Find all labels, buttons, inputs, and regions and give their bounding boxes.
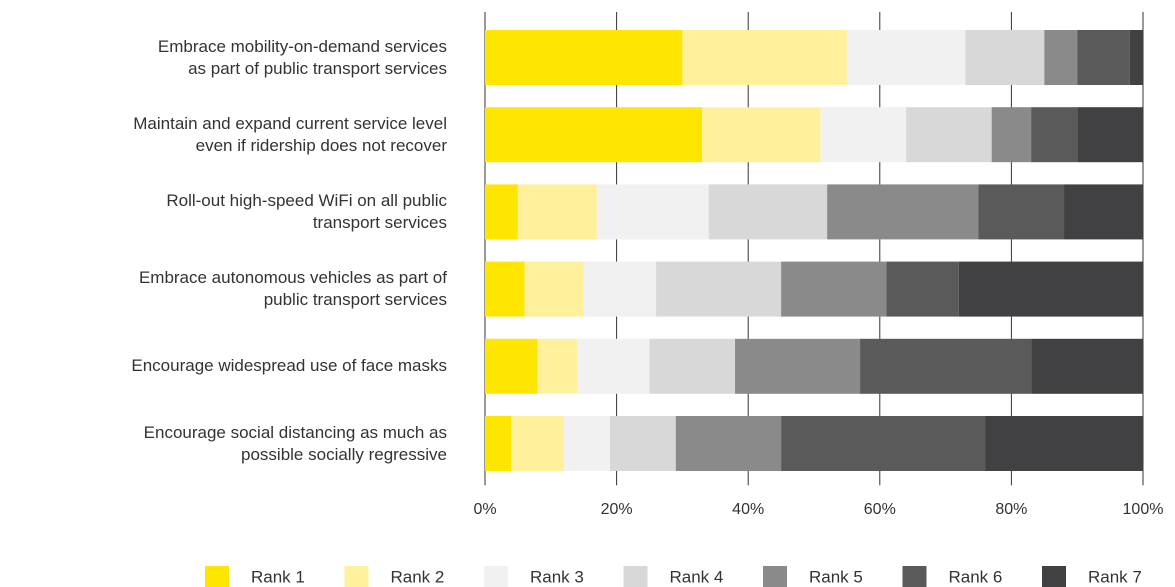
bar-segment [511, 416, 564, 471]
bar-segment [485, 338, 538, 394]
bar-segment [886, 261, 959, 317]
bar-segment [820, 107, 907, 163]
legend-label: Rank 3 [530, 567, 584, 586]
bar-segment [485, 107, 703, 163]
bar-segment [991, 107, 1032, 163]
legend-swatch [763, 566, 787, 587]
bar-segment [485, 30, 683, 85]
bar-segment [675, 416, 782, 471]
bar-segment [1044, 30, 1078, 85]
legend-swatch [902, 566, 927, 587]
legend-swatch [1042, 566, 1066, 587]
category-label: Embrace mobility-on-demand services as p… [157, 36, 447, 78]
bar-segment [1129, 30, 1143, 85]
bar-segment [485, 184, 518, 240]
bar-segment [1077, 30, 1130, 85]
legend-swatch [623, 566, 648, 587]
bar-segment [1064, 184, 1143, 240]
x-tick-label: 40% [732, 501, 764, 518]
x-tick-label: 60% [864, 501, 896, 518]
category-label: Encourage social distancing as much as p… [143, 422, 447, 464]
bar-segment [958, 261, 1143, 317]
legend-label: Rank 7 [1088, 567, 1142, 586]
bar-segment [563, 416, 611, 471]
bar-segment [485, 416, 512, 471]
bar-segment [735, 338, 861, 394]
legend-label: Rank 2 [391, 567, 445, 586]
bar-segment [517, 184, 597, 240]
category-label: Encourage widespread use of face masks [131, 356, 447, 376]
x-tick-label: 80% [995, 501, 1027, 518]
bar-segment [656, 261, 782, 317]
bar-segment [1031, 107, 1078, 163]
x-tick-label: 0% [473, 501, 496, 518]
bar-segment [1077, 107, 1143, 163]
category-label: Embrace autonomous vehicles as part of p… [138, 268, 447, 310]
bar-segment [965, 30, 1045, 85]
bar-segment [906, 107, 992, 163]
bar-segment [649, 338, 736, 394]
bar-segment [610, 416, 676, 471]
legend-label: Rank 6 [949, 567, 1003, 586]
legend-swatch [205, 566, 229, 587]
category-label: Roll-out high-speed WiFi on all public t… [166, 190, 447, 232]
legend-label: Rank 1 [251, 567, 305, 586]
bar-segment [827, 184, 979, 240]
bar-segment [1031, 338, 1143, 394]
bar-segment [537, 338, 578, 394]
category-label: Maintain and expand current service leve… [133, 113, 447, 155]
bar-segment [708, 184, 828, 240]
x-tick-label: 100% [1123, 501, 1164, 518]
bar-segment [985, 416, 1143, 471]
bar-segment [583, 261, 657, 317]
bar-segment [485, 261, 525, 317]
bar-segment [781, 261, 887, 317]
bar-segment [577, 338, 650, 394]
legend-swatch [344, 566, 369, 587]
legend-swatch [484, 566, 508, 587]
legend-label: Rank 4 [670, 567, 724, 586]
bar-segment [524, 261, 584, 317]
bar-segment [978, 184, 1065, 240]
bar-segment [702, 107, 821, 163]
bar-segment [682, 30, 847, 85]
bar-segment [860, 338, 1032, 394]
x-tick-label: 20% [601, 501, 633, 518]
bar-segment [781, 416, 986, 471]
legend-label: Rank 5 [809, 567, 863, 586]
bar-segment [596, 184, 709, 240]
bar-segment [846, 30, 966, 85]
